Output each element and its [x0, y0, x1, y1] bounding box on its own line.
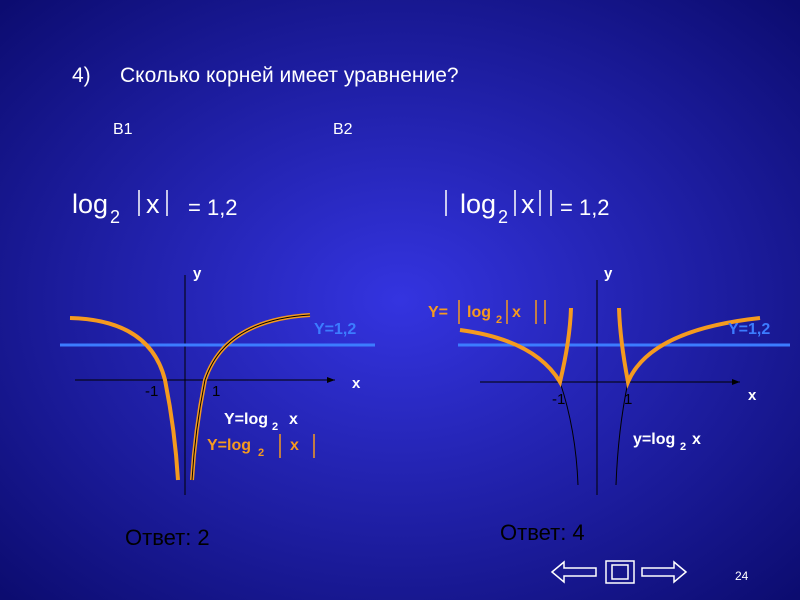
- arrow: [327, 377, 335, 383]
- eq-rhs: = 1,2: [560, 195, 610, 220]
- eq-base: 2: [110, 207, 120, 227]
- arrow: [732, 379, 740, 385]
- curve-label-arg: x: [289, 411, 298, 428]
- axis-label: x: [748, 387, 757, 404]
- tick-label: 1: [624, 391, 632, 408]
- curve: [191, 314, 311, 481]
- abs-curve-label-arg: x: [512, 304, 521, 321]
- eq-func: log: [460, 189, 496, 219]
- curve-label-base: 2: [680, 441, 686, 453]
- eq-rhs: = 1,2: [188, 195, 238, 220]
- axis-label: y: [604, 265, 613, 282]
- abs-curve-label-arg: x: [290, 437, 299, 454]
- eq-base: 2: [498, 207, 508, 227]
- question-text: Сколько корней имеет уравнение?: [120, 64, 459, 87]
- eq-func: log: [72, 189, 108, 219]
- answer: Ответ: 4: [500, 520, 585, 545]
- curve-label: y=log: [633, 431, 675, 448]
- variant-label: B2: [333, 121, 353, 138]
- abs-curve-label: Y=: [428, 304, 448, 321]
- graph-left: y x -1 1 Y=1,2 Y=log 2 x Y=log 2 x: [60, 265, 375, 495]
- answer: Ответ: 2: [125, 525, 210, 550]
- line-label: Y=1,2: [728, 321, 770, 338]
- abs-curve-label-base: 2: [496, 314, 502, 326]
- nav-prev[interactable]: [550, 560, 597, 584]
- abs-curve: [617, 307, 761, 389]
- line-label: Y=1,2: [314, 321, 356, 338]
- tick-label: -1: [552, 391, 565, 408]
- abs-curve-label-name: log: [467, 304, 491, 321]
- axis-label: x: [352, 375, 361, 392]
- curve-label: Y=log: [224, 411, 268, 428]
- tick-label: -1: [145, 383, 158, 400]
- abs-curve: [459, 307, 573, 388]
- page-number: 24: [735, 569, 749, 583]
- axis-label: y: [193, 265, 202, 282]
- tick-label: 1: [212, 383, 220, 400]
- curve-label-arg: x: [692, 431, 701, 448]
- nav-next[interactable]: [641, 560, 688, 584]
- eq-arg: x: [521, 189, 535, 219]
- variant-label: B1: [113, 121, 133, 138]
- curve-label-base: 2: [272, 421, 278, 433]
- abs-curve-label-base: 2: [258, 447, 264, 459]
- graph-right: y x -1 1 Y=1,2 Y= log 2 x y=log 2 x: [428, 265, 790, 495]
- eq-arg: x: [146, 189, 160, 219]
- nav-home[interactable]: [605, 560, 635, 584]
- abs-curve-label: Y=log: [207, 437, 251, 454]
- question-number: 4): [72, 64, 91, 87]
- abs-curve: [69, 316, 180, 481]
